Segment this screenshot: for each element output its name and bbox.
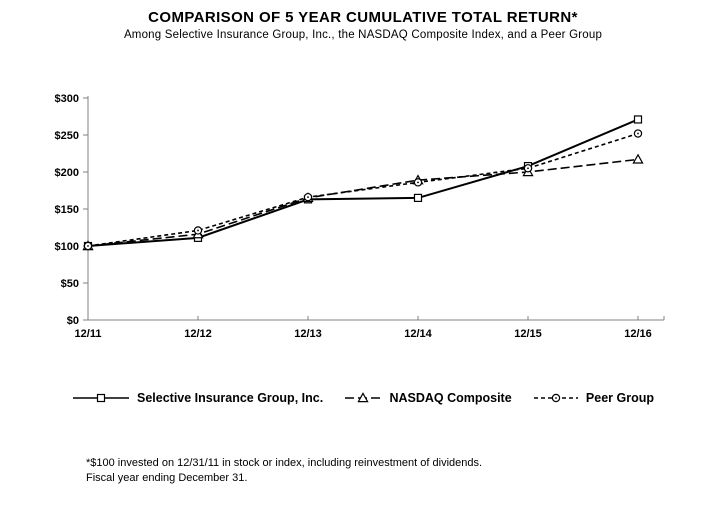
y-tick-label: $200 xyxy=(55,167,79,179)
data-point-marker-square xyxy=(413,193,423,202)
x-tick-label: 12/14 xyxy=(404,328,432,340)
x-tick-label: 12/13 xyxy=(294,328,322,340)
legend-label-selective: Selective Insurance Group, Inc. xyxy=(137,391,324,405)
legend-sample-selective xyxy=(73,393,129,403)
series-line-2 xyxy=(87,132,639,247)
marker-center-dot xyxy=(555,397,557,399)
x-tick-label: 12/11 xyxy=(75,328,102,340)
legend-sample-marker xyxy=(96,393,106,403)
chart-title: COMPARISON OF 5 YEAR CUMULATIVE TOTAL RE… xyxy=(148,9,578,26)
legend-sample-peer-group xyxy=(533,393,578,403)
y-tick-label: $250 xyxy=(55,130,79,142)
legend-label-nasdaq: NASDAQ Composite xyxy=(389,391,512,405)
marker-center-dot xyxy=(417,181,419,184)
data-point-marker-square xyxy=(633,115,643,124)
footnote-line-2: Fiscal year ending December 31. xyxy=(86,472,248,484)
legend-sample-nasdaq xyxy=(345,392,382,403)
legend-sample-marker xyxy=(357,392,370,403)
legend-item-selective: Selective Insurance Group, Inc. xyxy=(72,391,323,405)
marker-center-dot xyxy=(527,167,529,170)
x-tick-label: 12/15 xyxy=(514,328,542,340)
x-tick-label: 12/16 xyxy=(624,328,652,340)
marker-center-dot xyxy=(307,196,309,199)
chart-subtitle: Among Selective Insurance Group, Inc., t… xyxy=(123,29,603,41)
series-line-0 xyxy=(87,118,639,247)
y-tick-label: $50 xyxy=(61,278,79,290)
series-line-1 xyxy=(87,158,639,247)
legend-label-peer-group: Peer Group xyxy=(585,391,654,405)
y-tick-label: $300 xyxy=(55,93,79,105)
chart-footnote: *$100 invested on 12/31/11 in stock or i… xyxy=(86,456,482,486)
y-tick-label: $0 xyxy=(67,315,79,327)
legend-item-nasdaq: NASDAQ Composite xyxy=(344,391,512,405)
data-point-marker-triangle xyxy=(632,153,644,164)
x-tick-label: 12/12 xyxy=(184,328,212,340)
marker-center-dot xyxy=(637,132,639,135)
marker-center-dot xyxy=(197,229,199,232)
marker-center-dot xyxy=(87,245,89,247)
y-tick-label: $100 xyxy=(55,241,79,253)
y-tick-label: $150 xyxy=(55,204,79,216)
chart-plot-area: $0 $50 $100 $150 $200 $250 $300 12/11 12/12 12/13… xyxy=(55,93,665,340)
legend-item-peer-group: Peer Group xyxy=(533,391,654,405)
footnote-line-1: *$100 invested on 12/31/11 in stock or i… xyxy=(86,457,483,469)
chart-legend: Selective Insurance Group, Inc. NASDAQ C… xyxy=(72,391,654,405)
